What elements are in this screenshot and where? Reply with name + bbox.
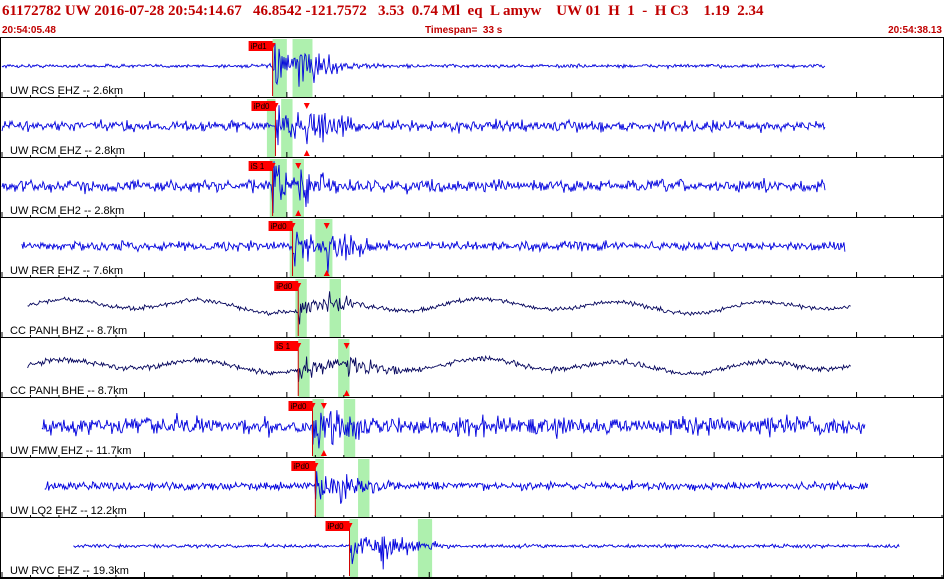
- pick-window: [281, 99, 293, 157]
- pick-flag: [291, 461, 316, 471]
- station-label: CC PANH BHZ -- 8.7km: [10, 325, 127, 337]
- trace-panel: iPd0 CC PANH BHZ -- 8.7km: [0, 279, 944, 338]
- station-label: CC PANH BHE -- 8.7km: [10, 385, 128, 397]
- s-pick-triangle: [295, 163, 302, 169]
- station-label: UW RVC EHZ -- 19.3km: [10, 565, 129, 577]
- trace-panel: iPd0 UW RVC EHZ -- 19.3km: [0, 519, 944, 578]
- trace-panel: iPd1 UW RCS EHZ -- 2.6km: [0, 39, 944, 98]
- pick-triangle: [312, 463, 319, 469]
- trace-panel: iPd0 UW RER EHZ -- 7.6km: [0, 219, 944, 278]
- s-pick-triangle-bottom: [320, 450, 327, 456]
- pick-flag: [288, 401, 313, 411]
- station-label: UW RCS EHZ -- 2.6km: [10, 85, 123, 97]
- s-pick-triangle-bottom: [295, 210, 302, 216]
- pick-window: [289, 219, 304, 277]
- pick-triangle: [309, 403, 316, 409]
- pick-triangle: [269, 163, 276, 169]
- pick-flag: [274, 341, 299, 351]
- waveform-trace: [1, 161, 826, 214]
- pick-flag: [248, 161, 273, 171]
- pick-triangle: [272, 103, 279, 109]
- pick-flag: [274, 281, 299, 291]
- trace-panel: iPd0 UW RCM EHZ -- 2.8km: [0, 99, 944, 158]
- trace-panel: iS 1 CC PANH BHE -- 8.7km: [0, 339, 944, 398]
- waveform-trace: [21, 231, 846, 274]
- pick-window: [266, 99, 276, 157]
- waveform-trace: [44, 471, 869, 504]
- pick-flag: [325, 521, 350, 531]
- trace-panel: iPd0 UW FMW EHZ -- 11.7km: [0, 399, 944, 458]
- s-pick-triangle: [323, 223, 330, 229]
- waveform-trace: [27, 291, 851, 325]
- station-label: UW RCM EH2 -- 2.8km: [10, 205, 124, 217]
- pick-triangle: [295, 283, 302, 289]
- s-pick-triangle-bottom: [323, 270, 330, 276]
- pick-label: iPd0: [290, 402, 307, 411]
- pick-label: iS 1: [251, 162, 265, 171]
- pick-label: iPd1: [251, 42, 268, 51]
- end-time: 20:54:38.13: [888, 25, 942, 36]
- event-title: 61172782 UW 2016-07-28 20:54:14.67 46.85…: [2, 3, 764, 19]
- s-pick-triangle: [343, 343, 350, 349]
- waveform-trace: [27, 354, 851, 382]
- pick-label: iPd0: [293, 462, 310, 471]
- start-time: 20:54:05.48: [2, 25, 56, 36]
- waveform-trace: [1, 43, 826, 87]
- trace-panel: iS 1 UW RCM EH2 -- 2.8km: [0, 159, 944, 218]
- timespan: Timespan= 33 s: [425, 25, 503, 36]
- pick-triangle: [346, 523, 353, 529]
- pick-flag: [248, 41, 273, 51]
- station-label: UW RCM EHZ -- 2.8km: [10, 145, 125, 157]
- s-pick-triangle-bottom: [303, 150, 310, 156]
- pick-triangle: [295, 343, 302, 349]
- s-pick-triangle-bottom: [343, 390, 350, 396]
- pick-flag: [251, 101, 276, 111]
- waveform-trace: [1, 105, 826, 146]
- pick-triangle: [289, 223, 296, 229]
- pick-label: iS 1: [276, 342, 290, 351]
- header: 61172782 UW 2016-07-28 20:54:14.67 46.85…: [0, 0, 944, 37]
- pick-window: [312, 399, 324, 457]
- pick-window: [349, 519, 359, 577]
- trace-panel: iPd0 UW LQ2 EHZ -- 12.2km: [0, 459, 944, 518]
- pick-label: iPd0: [328, 522, 345, 531]
- waveform-trace: [73, 536, 900, 570]
- pick-triangle: [269, 43, 276, 49]
- station-label: UW LQ2 EHZ -- 12.2km: [10, 505, 127, 517]
- pick-window: [338, 339, 350, 397]
- pick-window: [329, 279, 341, 337]
- pick-flag: [268, 221, 293, 231]
- waveform-trace: [41, 410, 866, 449]
- s-pick-triangle: [320, 403, 327, 409]
- pick-label: iPd0: [276, 282, 293, 291]
- station-label: UW RER EHZ -- 7.6km: [10, 265, 123, 277]
- pick-label: iPd0: [271, 222, 288, 231]
- s-pick-triangle: [303, 103, 310, 109]
- station-label: UW FMW EHZ -- 11.7km: [10, 445, 131, 457]
- pick-label: iPd0: [253, 102, 270, 111]
